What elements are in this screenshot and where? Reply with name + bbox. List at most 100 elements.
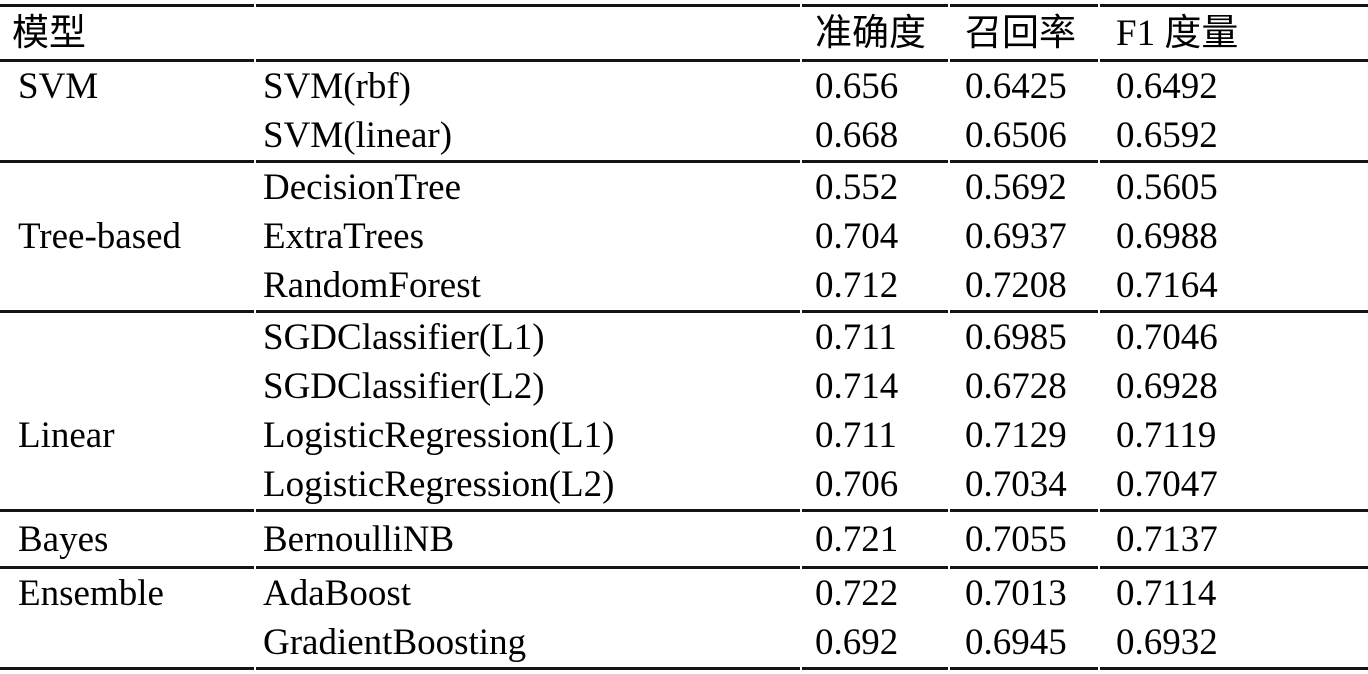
model-name: AdaBoost (263, 573, 411, 614)
rule-segment (0, 566, 254, 569)
table-row: SVM SVM(rbf) 0.656 0.6425 0.6492 (0, 62, 1368, 111)
rule-segment (0, 509, 254, 512)
rule-segment (256, 59, 800, 62)
f1-value: 0.7137 (1116, 518, 1218, 560)
rule-segment (950, 310, 1098, 313)
f1-value: 0.7047 (1116, 464, 1218, 505)
rule-segment (802, 4, 948, 7)
rule-segment (0, 4, 254, 7)
rule-segment (1100, 59, 1368, 62)
table-row: LogisticRegression(L2) 0.706 0.7034 0.7047 (0, 460, 1368, 509)
rule-segment (0, 59, 254, 62)
table-row: SVM(linear) 0.668 0.6506 0.6592 (0, 111, 1368, 160)
rule-segment (950, 566, 1098, 569)
rule-segment (256, 566, 800, 569)
f1-value: 0.7114 (1116, 573, 1217, 614)
model-name: BernoulliNB (263, 518, 455, 560)
rule-segment (1100, 667, 1368, 670)
model-name: SVM(linear) (263, 115, 453, 156)
header-accuracy: 准确度 (815, 12, 926, 54)
group-label: Bayes (18, 518, 109, 560)
rule-segment (802, 59, 948, 62)
group-label: Ensemble (18, 573, 164, 614)
table-row: GradientBoosting 0.692 0.6945 0.6932 (0, 618, 1368, 667)
recall-value: 0.6945 (965, 622, 1067, 663)
recall-value: 0.7055 (965, 518, 1067, 560)
group-divider (0, 160, 1368, 163)
table-row: Ensemble AdaBoost 0.722 0.7013 0.7114 (0, 569, 1368, 618)
f1-value: 0.6988 (1116, 216, 1218, 257)
accuracy-value: 0.711 (815, 415, 897, 456)
table-row: Tree-based ExtraTrees 0.704 0.6937 0.6988 (0, 212, 1368, 261)
table-row: SGDClassifier(L2) 0.714 0.6728 0.6928 (0, 362, 1368, 411)
accuracy-value: 0.656 (815, 66, 899, 107)
f1-value: 0.7119 (1116, 415, 1217, 456)
accuracy-value: 0.552 (815, 167, 899, 208)
header-rule (0, 59, 1368, 62)
rule-segment (0, 667, 254, 670)
f1-value: 0.6932 (1116, 622, 1218, 663)
f1-value: 0.6492 (1116, 66, 1218, 107)
group-divider (0, 566, 1368, 569)
accuracy-value: 0.711 (815, 317, 897, 358)
rule-segment (1100, 509, 1368, 512)
accuracy-value: 0.712 (815, 265, 899, 306)
rule-segment (950, 59, 1098, 62)
group-divider (0, 667, 1368, 670)
f1-value: 0.7164 (1116, 265, 1218, 306)
model-name: GradientBoosting (263, 622, 527, 663)
rule-segment (802, 566, 948, 569)
model-metrics-table: 模型 准确度 召回率 F1 度量 SVM SVM(rbf) 0.656 0.6425 0… (0, 4, 1368, 670)
rule-segment (1100, 310, 1368, 313)
model-name: RandomForest (263, 265, 481, 306)
accuracy-value: 0.668 (815, 115, 899, 156)
recall-value: 0.6425 (965, 66, 1067, 107)
rule-segment (256, 310, 800, 313)
recall-value: 0.7129 (965, 415, 1067, 456)
f1-value: 0.6592 (1116, 115, 1218, 156)
f1-value: 0.5605 (1116, 167, 1218, 208)
model-name: SVM(rbf) (263, 66, 411, 107)
rule-segment (0, 310, 254, 313)
table-row: SGDClassifier(L1) 0.711 0.6985 0.7046 (0, 313, 1368, 362)
rule-segment (950, 509, 1098, 512)
header-f1: F1 度量 (1116, 12, 1239, 54)
model-name: DecisionTree (263, 167, 461, 208)
recall-value: 0.6937 (965, 216, 1067, 257)
rule-segment (950, 160, 1098, 163)
group-divider (0, 310, 1368, 313)
rule-segment (256, 509, 800, 512)
recall-value: 0.6985 (965, 317, 1067, 358)
accuracy-value: 0.706 (815, 464, 899, 505)
model-name: LogisticRegression(L2) (263, 464, 615, 505)
rule-segment (802, 667, 948, 670)
table-row: DecisionTree 0.552 0.5692 0.5605 (0, 163, 1368, 212)
rule-segment (0, 160, 254, 163)
group-label: Linear (18, 415, 115, 456)
accuracy-value: 0.722 (815, 573, 899, 614)
recall-value: 0.6728 (965, 366, 1067, 407)
model-name: SGDClassifier(L1) (263, 317, 545, 358)
group-label: SVM (18, 66, 99, 107)
rule-segment (256, 667, 800, 670)
group-label: Tree-based (18, 216, 182, 257)
header-model: 模型 (12, 12, 86, 54)
rule-segment (1100, 160, 1368, 163)
rule-segment (802, 160, 948, 163)
rule-segment (256, 4, 800, 7)
table-row: Bayes BernoulliNB 0.721 0.7055 0.7137 (0, 512, 1368, 566)
accuracy-value: 0.692 (815, 622, 899, 663)
accuracy-value: 0.714 (815, 366, 899, 407)
rule-segment (1100, 4, 1368, 7)
table-header-row: 模型 准确度 召回率 F1 度量 (0, 7, 1368, 59)
group-divider (0, 509, 1368, 512)
rule-segment (950, 667, 1098, 670)
top-rule (0, 4, 1368, 7)
f1-value: 0.7046 (1116, 317, 1218, 358)
recall-value: 0.6506 (965, 115, 1067, 156)
accuracy-value: 0.721 (815, 518, 899, 560)
recall-value: 0.7013 (965, 573, 1067, 614)
recall-value: 0.7034 (965, 464, 1067, 505)
model-name: SGDClassifier(L2) (263, 366, 545, 407)
